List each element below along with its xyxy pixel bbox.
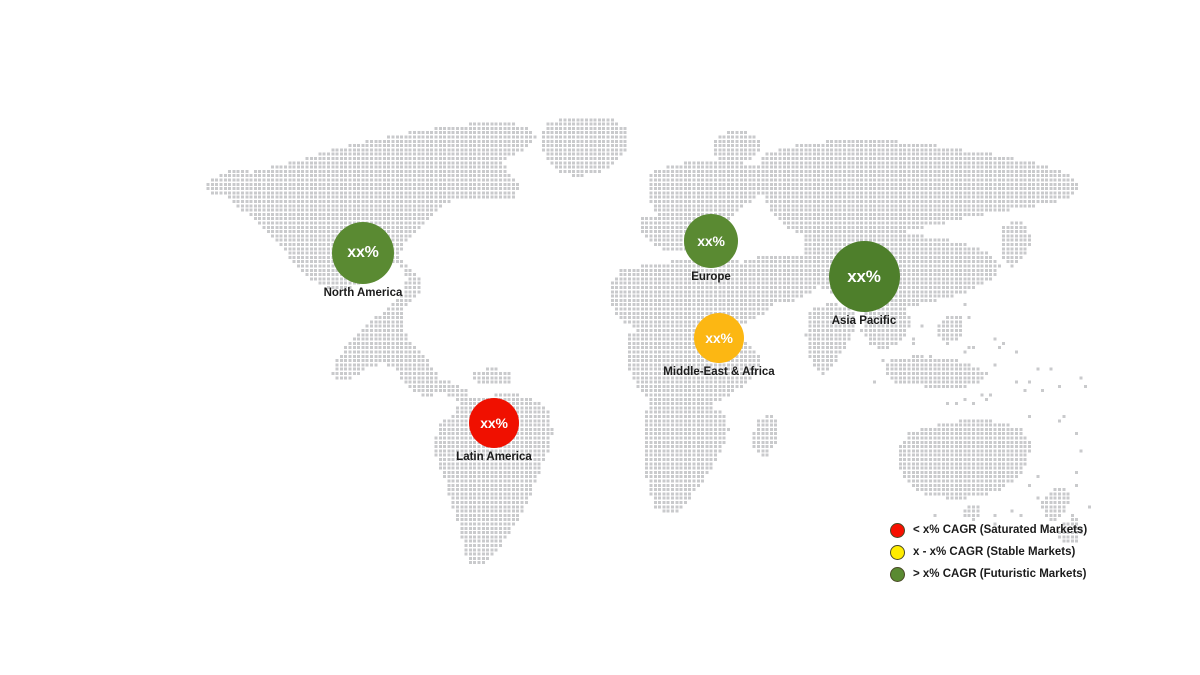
cagr-legend: < x% CAGR (Saturated Markets) x - x% CAGR… [890,519,1087,585]
bubble-label-europe: Europe [691,271,731,283]
region-bubble-europe[interactable]: xx% Europe [646,214,776,284]
bubble-value-north-america: xx% [347,244,379,261]
bubble-value-asia-pacific: xx% [847,266,881,286]
legend-item-stable[interactable]: x - x% CAGR (Stable Markets) [890,541,1087,563]
bubble-circle-latin-america[interactable]: xx% [469,398,519,448]
bubble-value-latin-america: xx% [480,415,508,431]
bubble-label-north-america: North America [323,287,403,299]
bubble-value-europe: xx% [697,233,725,249]
region-bubble-asia-pacific[interactable]: xx% Asia Pacific [799,240,929,328]
region-bubble-middle-east-africa[interactable]: xx% Middle-East & Africa [654,313,784,379]
legend-dot-saturated-icon [890,522,905,538]
region-bubble-north-america[interactable]: xx% North America [298,222,428,300]
bubble-circle-europe[interactable]: xx% [684,214,738,268]
bubble-label-latin-america: Latin America [456,451,532,463]
bubble-value-middle-east-africa: xx% [705,330,733,346]
legend-label-futuristic: > x% CAGR (Futuristic Markets) [913,568,1087,580]
bubble-circle-middle-east-africa[interactable]: xx% [694,313,744,363]
bubble-label-middle-east-africa: Middle-East & Africa [663,366,775,378]
legend-dot-futuristic-icon [890,566,905,582]
region-bubble-latin-america[interactable]: xx% Latin America [429,398,559,464]
legend-item-saturated[interactable]: < x% CAGR (Saturated Markets) [890,519,1087,541]
bubble-circle-asia-pacific[interactable]: xx% [828,240,900,312]
bubble-label-asia-pacific: Asia Pacific [831,314,897,327]
legend-item-futuristic[interactable]: > x% CAGR (Futuristic Markets) [890,563,1087,585]
legend-label-stable: x - x% CAGR (Stable Markets) [913,546,1076,558]
legend-dot-stable-icon [890,544,905,560]
legend-label-saturated: < x% CAGR (Saturated Markets) [913,524,1088,536]
bubble-circle-north-america[interactable]: xx% [332,222,394,284]
